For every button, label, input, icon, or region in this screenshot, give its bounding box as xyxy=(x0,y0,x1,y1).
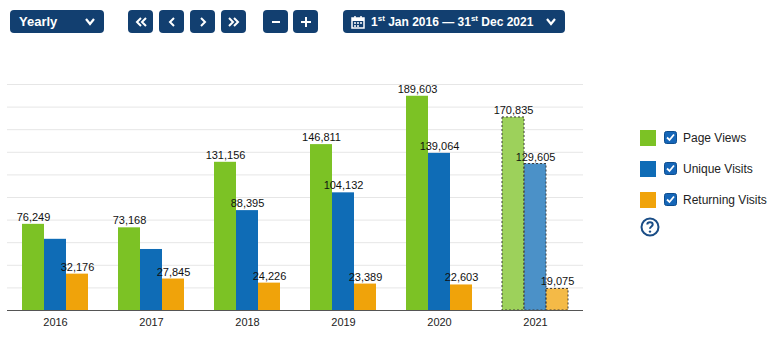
svg-text:104,132: 104,132 xyxy=(324,179,364,191)
svg-text:73,168: 73,168 xyxy=(113,214,147,226)
svg-text:129,605: 129,605 xyxy=(516,151,556,163)
html-text:Yearly: Yearly xyxy=(19,14,58,29)
svg-text:2017: 2017 xyxy=(139,316,163,328)
html-text:Returning Visits: Returning Visits xyxy=(683,192,767,207)
html-text:Page Views: Page Views xyxy=(683,130,747,145)
svg-text:23,389: 23,389 xyxy=(349,271,383,283)
svg-text:88,395: 88,395 xyxy=(231,197,265,209)
svg-text:22,603: 22,603 xyxy=(445,271,479,283)
svg-text:170,835: 170,835 xyxy=(494,104,534,116)
svg-text:2018: 2018 xyxy=(235,316,259,328)
svg-text:19,075: 19,075 xyxy=(541,275,575,287)
svg-text:139,064: 139,064 xyxy=(420,140,460,152)
svg-text:189,603: 189,603 xyxy=(398,83,438,95)
html-text:Unique Visits: Unique Visits xyxy=(683,161,753,176)
html-text:1stJan 2016 — 31stDec 2021: 1stJan 2016 — 31stDec 2021 xyxy=(371,14,534,29)
svg-text:146,811: 146,811 xyxy=(302,131,341,143)
svg-text:24,226: 24,226 xyxy=(253,270,287,282)
svg-text:2016: 2016 xyxy=(43,316,67,328)
svg-text:76,249: 76,249 xyxy=(17,211,51,223)
svg-text:2019: 2019 xyxy=(331,316,355,328)
svg-text:131,156: 131,156 xyxy=(206,149,246,161)
svg-text:32,176: 32,176 xyxy=(61,261,95,273)
svg-text:27,845: 27,845 xyxy=(157,266,191,278)
svg-text:2020: 2020 xyxy=(427,316,451,328)
svg-text:2021: 2021 xyxy=(523,316,547,328)
